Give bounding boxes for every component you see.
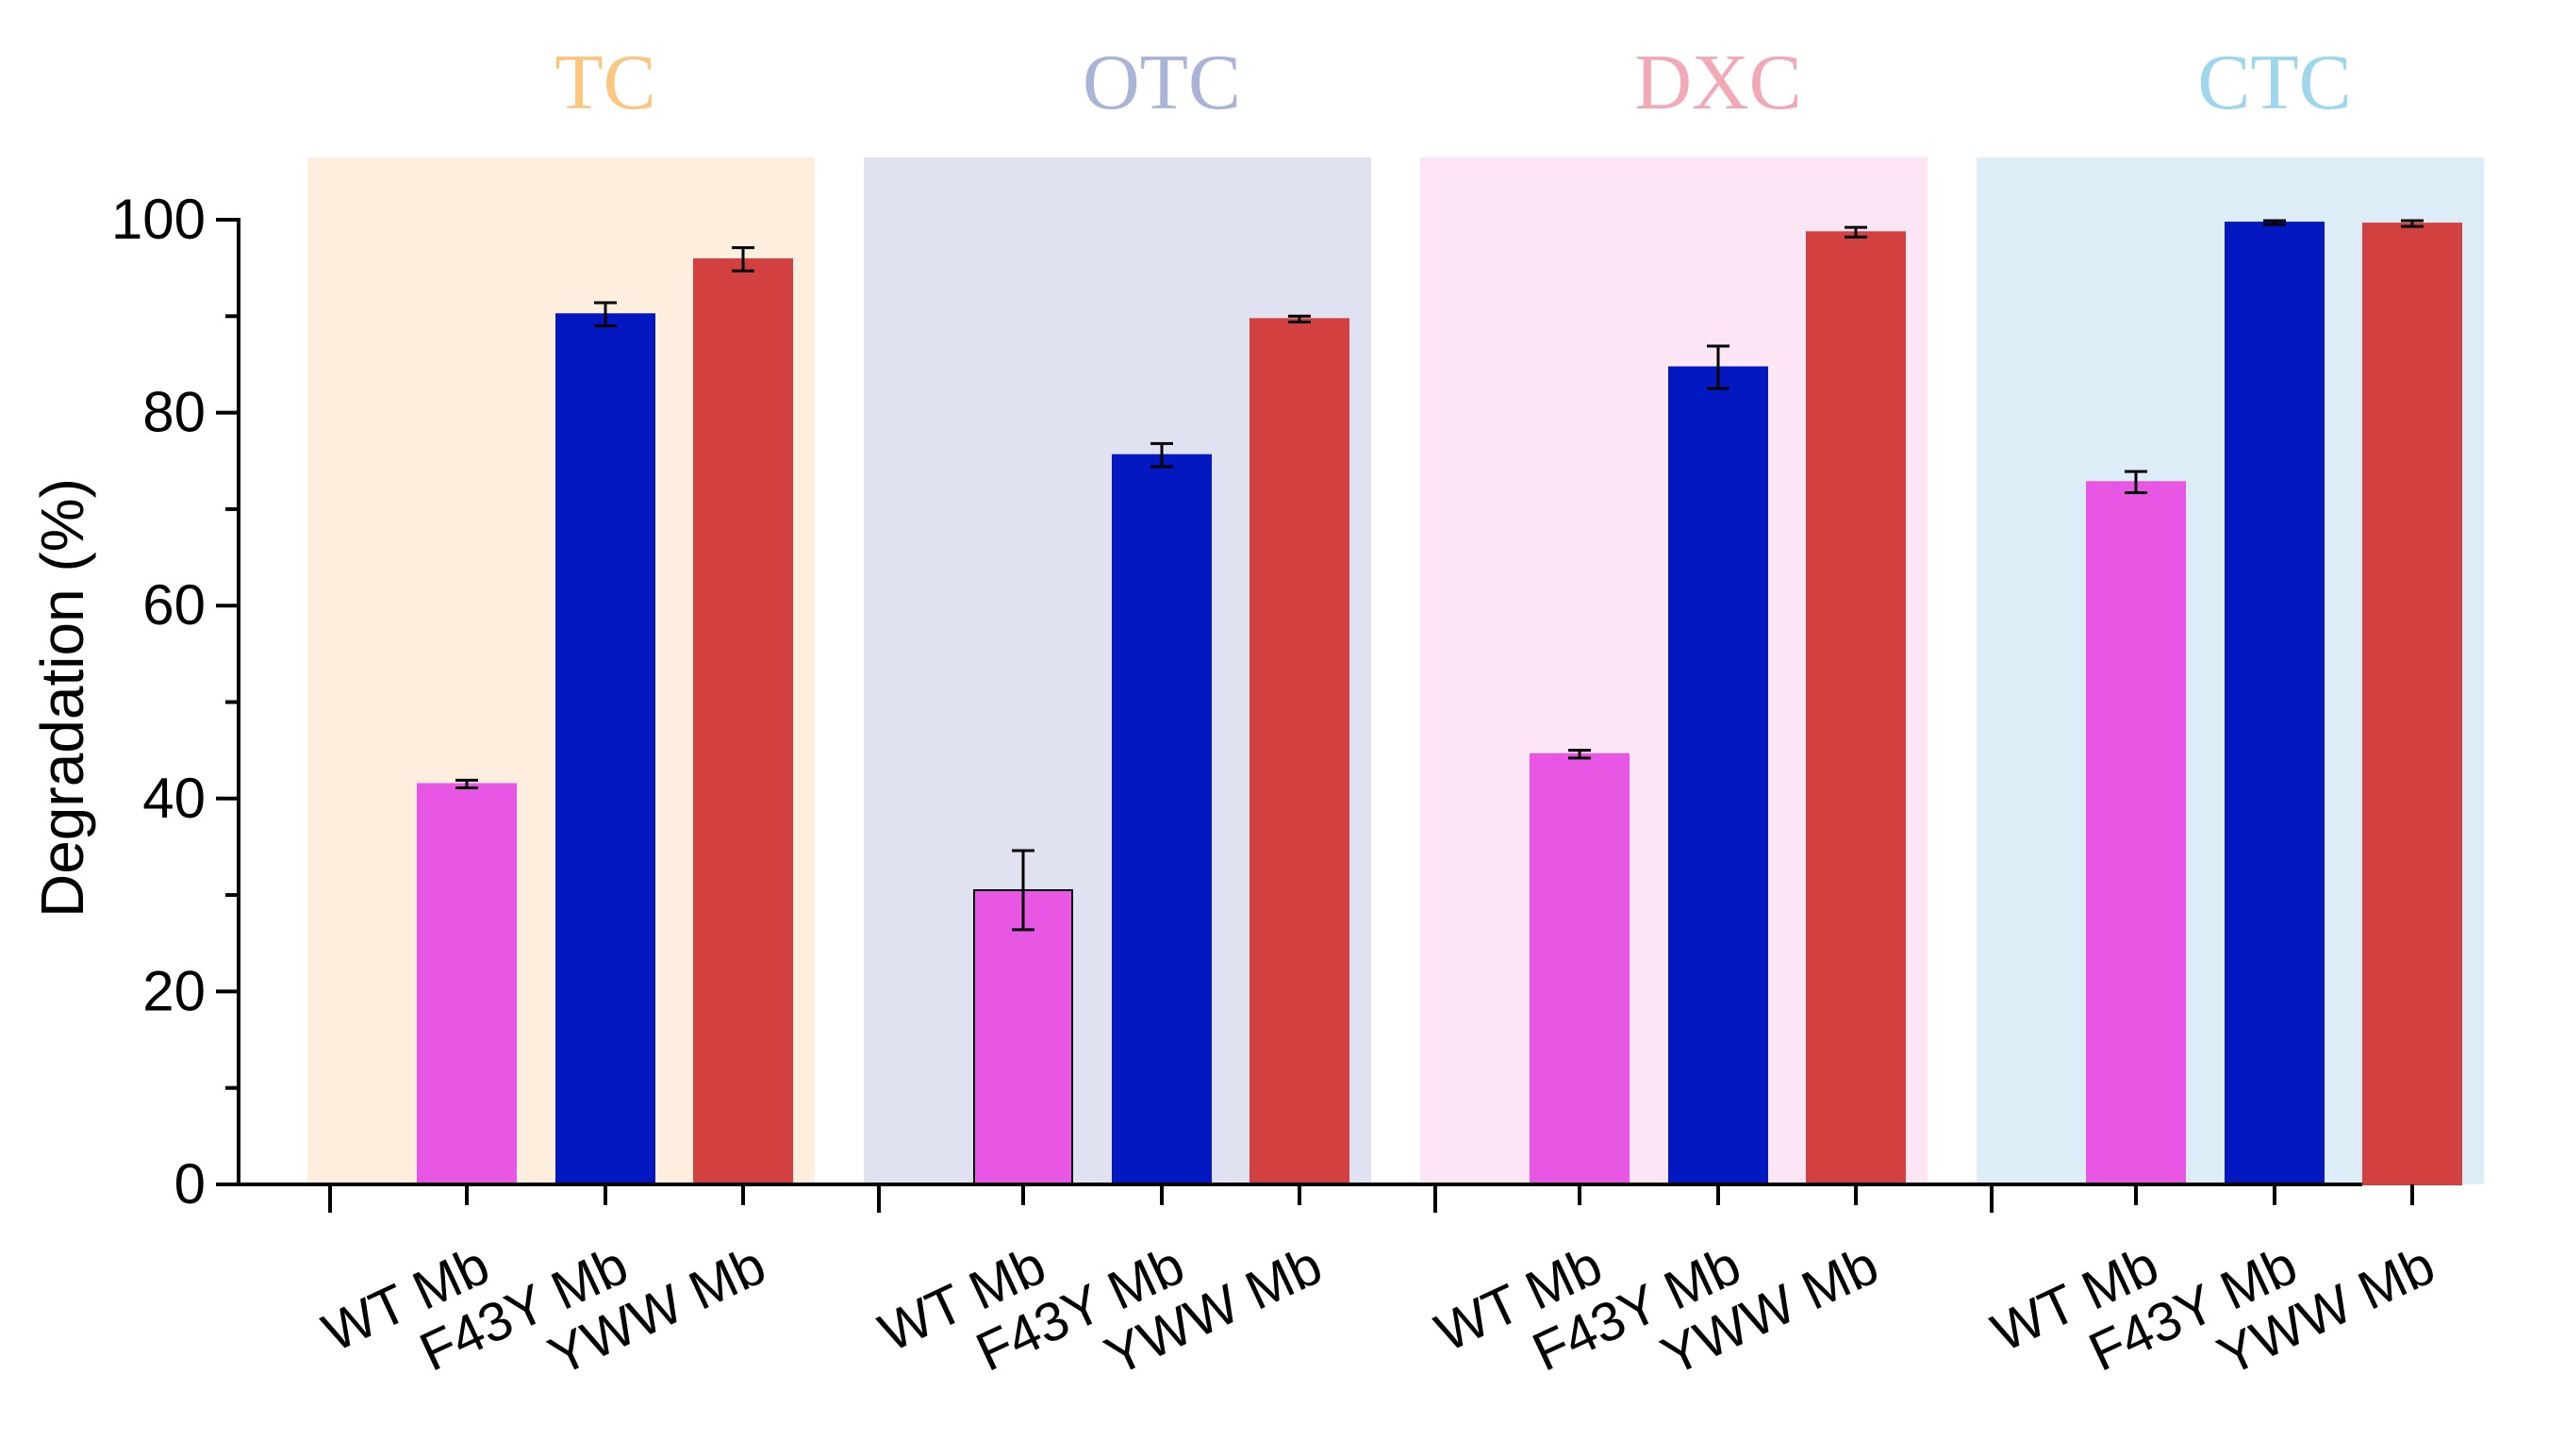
bar-otc-3	[1249, 318, 1349, 1185]
error-bar-tc-2	[594, 301, 617, 328]
error-bar-ctc-1	[2125, 470, 2147, 495]
group-title-tc: TC	[554, 39, 655, 126]
error-bar-dxc-1	[1568, 749, 1591, 760]
group-title-otc: OTC	[1083, 39, 1241, 126]
error-bar-ctc-2	[2263, 219, 2286, 226]
bar-ctc-2	[2225, 222, 2325, 1186]
bar-dxc-3	[1806, 231, 1906, 1185]
y-axis-label: Degradation (%)	[28, 478, 96, 918]
y-ticks: 0 20 40 60 80 100	[111, 188, 239, 1216]
bar-tc-1	[417, 783, 517, 1186]
error-bar-dxc-2	[1707, 344, 1729, 390]
y-tick-label: 100	[111, 188, 206, 251]
y-tick-label: 60	[142, 573, 206, 637]
bar-tc-3	[693, 257, 793, 1185]
bar-tc-2	[555, 313, 655, 1185]
bar-dxc-2	[1668, 366, 1768, 1186]
error-bar-tc-1	[455, 778, 478, 790]
error-bar-tc-3	[732, 246, 754, 273]
y-tick-label: 40	[142, 767, 206, 830]
bars	[417, 222, 2462, 1186]
error-bar-otc-3	[1288, 314, 1311, 323]
y-tick-label: 0	[174, 1152, 206, 1216]
error-bar-otc-2	[1150, 441, 1173, 469]
group-title-dxc: DXC	[1634, 39, 1801, 126]
group-title-ctc: CTC	[2197, 39, 2351, 126]
bar-ctc-1	[2086, 481, 2186, 1186]
y-tick-label: 80	[142, 381, 206, 444]
bar-otc-1	[973, 888, 1073, 1185]
y-tick-label: 20	[142, 959, 206, 1022]
bar-dxc-1	[1530, 753, 1630, 1185]
bar-ctc-3	[2362, 223, 2462, 1186]
group-titles: TC OTC DXC CTC	[554, 39, 2351, 126]
error-bars	[455, 219, 2424, 932]
error-bar-otc-1	[1012, 849, 1034, 932]
error-bar-dxc-3	[1845, 225, 1867, 239]
bar-otc-2	[1112, 454, 1212, 1185]
error-bar-ctc-3	[2401, 219, 2424, 228]
